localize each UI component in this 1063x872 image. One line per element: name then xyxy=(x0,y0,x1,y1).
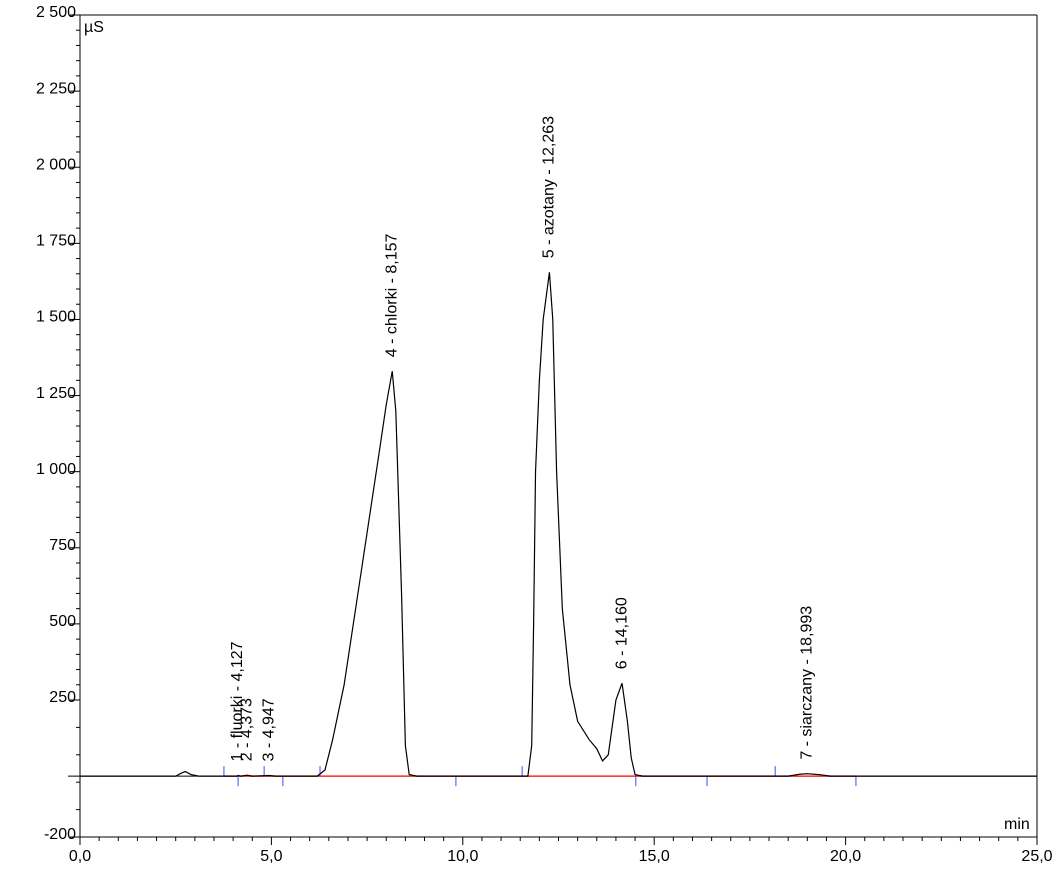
x-tick-label: 5,0 xyxy=(260,848,282,865)
y-tick-label: -200 xyxy=(44,826,76,843)
x-axis-label: min xyxy=(1004,816,1030,833)
x-tick-label: 10,0 xyxy=(447,848,478,865)
x-tick-label: 20,0 xyxy=(830,848,861,865)
y-axis-label: µS xyxy=(84,19,104,36)
y-tick-label: 2 000 xyxy=(36,156,76,173)
y-tick-label: 1 250 xyxy=(36,385,76,402)
y-tick-label: 750 xyxy=(49,537,76,554)
y-tick-label: 500 xyxy=(49,613,76,630)
signal-trace xyxy=(80,272,1037,777)
y-tick-label: 1 750 xyxy=(36,233,76,250)
y-tick-label: 1 500 xyxy=(36,309,76,326)
y-tick-label: 2 250 xyxy=(36,80,76,97)
peak-label: 2 - 4,373 xyxy=(239,698,256,761)
x-tick-label: 25,0 xyxy=(1021,848,1052,865)
peak-label: 3 - 4,947 xyxy=(261,698,278,761)
x-tick-label: 0,0 xyxy=(69,848,91,865)
y-tick-label: 1 000 xyxy=(36,461,76,478)
y-tick-label: 2 500 xyxy=(36,4,76,21)
peak-label: 4 - chlorki - 8,157 xyxy=(383,233,400,357)
peak-label: 1 - fluorki - 4,127 xyxy=(229,641,246,761)
peak-label: 6 - 14,160 xyxy=(613,597,630,669)
y-tick-label: 250 xyxy=(49,689,76,706)
peak-label: 5 - azotany - 12,263 xyxy=(541,116,558,258)
peak-label: 7 - siarczany - 18,993 xyxy=(798,606,815,760)
x-tick-label: 15,0 xyxy=(639,848,670,865)
